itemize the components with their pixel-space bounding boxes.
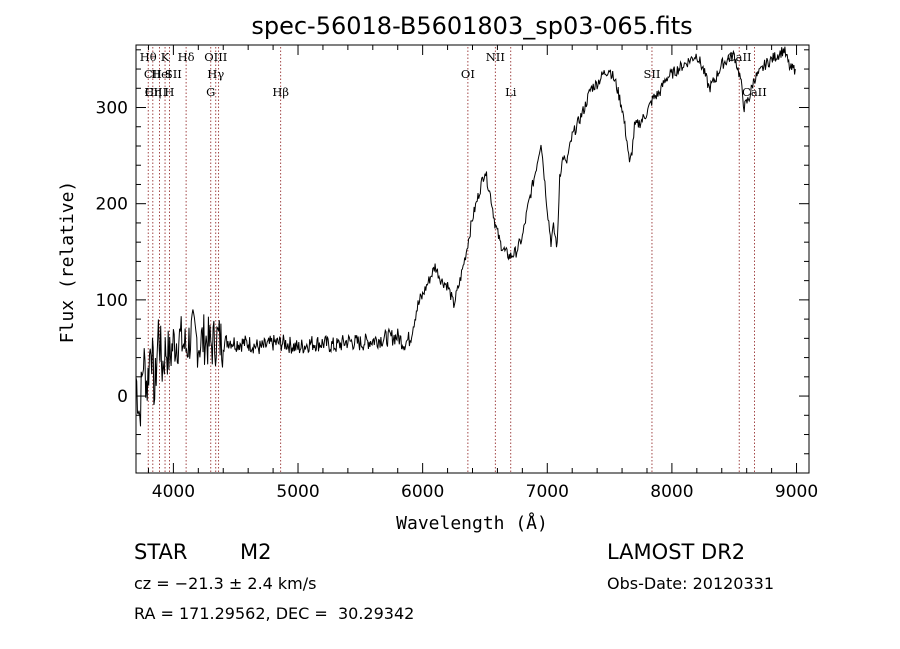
ra-dec: RA = 171.29562, DEC = 30.29342 — [134, 604, 415, 623]
x-tick-label: 8000 — [650, 482, 693, 502]
marker-label: I — [167, 67, 172, 81]
marker-label: CII — [144, 67, 162, 81]
marker-label: NII — [486, 50, 505, 64]
x-tick-label: 9000 — [775, 482, 818, 502]
observation-date: Obs-Date: 20120331 — [607, 574, 775, 593]
marker-label: Hδ — [178, 50, 195, 64]
x-tick-label: 5000 — [276, 482, 319, 502]
marker-label: SII — [165, 67, 182, 81]
marker-label: CIII — [145, 85, 167, 99]
marker-label: OIII — [204, 50, 227, 64]
marker-label: Hγ — [207, 67, 224, 81]
x-tick-label: 6000 — [401, 482, 444, 502]
y-tick-label: 300 — [96, 99, 128, 119]
marker-label: Hθ — [140, 50, 157, 64]
marker-label: Li — [505, 85, 517, 99]
object-type: STAR — [134, 540, 188, 564]
marker-label: SII — [643, 67, 660, 81]
redshift-cz: cz = −21.3 ± 2.4 km/s — [134, 574, 317, 593]
marker-label: Hβ — [272, 85, 289, 99]
x-tick-label: 7000 — [526, 482, 569, 502]
x-axis-label: Wavelength (Å) — [396, 512, 548, 534]
object-subclass: M2 — [240, 540, 272, 564]
y-tick-label: 100 — [96, 291, 128, 311]
axes: 4000 5000 6000 7000 8000 9000 0 100 200 300 — [96, 44, 818, 502]
y-tick-label: 0 — [117, 387, 128, 407]
marker-label: K — [161, 50, 170, 64]
marker-label: Hη — [144, 85, 161, 99]
x-tick-label: 4000 — [152, 482, 195, 502]
chart-title: spec-56018-B5601803_sp03-065.fits — [251, 12, 692, 40]
spectrum-line — [135, 46, 796, 427]
marker-label: CaII — [742, 85, 767, 99]
y-tick-label: 200 — [96, 195, 128, 215]
marker-label: He — [151, 67, 168, 81]
marker-label: G — [206, 85, 215, 99]
marker-label: OI — [461, 67, 475, 81]
plot-frame — [135, 44, 810, 474]
survey-name: LAMOST DR2 — [607, 540, 746, 564]
y-axis-label: Flux (relative) — [57, 181, 78, 344]
marker-label: H — [164, 85, 174, 99]
line-markers: HθCIICIIIHeHηKHISIIHδGOIIIHγHβOINIILiSII… — [140, 47, 767, 472]
